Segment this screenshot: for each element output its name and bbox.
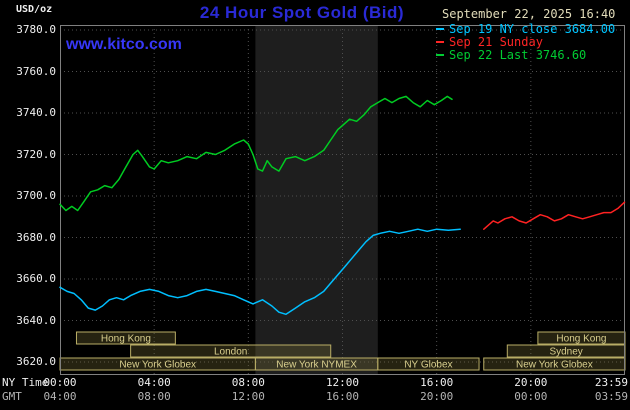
legend-color-dash-icon xyxy=(436,40,444,43)
x-axis-tick-label: 20:00 xyxy=(514,376,548,389)
session-bar-label: London xyxy=(214,347,247,358)
y-axis-tick-label: 3720.0 xyxy=(16,147,56,161)
plot-frame xyxy=(60,25,625,375)
y-axis-tick-label: 3660.0 xyxy=(16,272,56,285)
y-axis-tick-label: 3700.0 xyxy=(16,189,56,202)
session-bar xyxy=(377,357,480,371)
x-axis-tick-label: 04:00 xyxy=(137,376,171,389)
session-bar-label: New York Globex xyxy=(516,360,593,371)
x-axis-tick-label: 08:00 xyxy=(231,376,265,389)
y-axis-units-label: USD/oz xyxy=(16,4,53,15)
session-bar-label: Hong Kong xyxy=(556,334,606,345)
y-axis-tick-label: 3620.0 xyxy=(16,355,56,368)
x-axis-tick-label: 16:00 xyxy=(325,390,360,403)
legend-color-dash-icon xyxy=(436,53,444,56)
session-bar xyxy=(130,344,332,358)
session-bar-label: Sydney xyxy=(549,347,582,358)
chart-legend: Sep 19 NY close 3684.00 Sep 21 Sunday Sep … xyxy=(436,21,616,62)
legend-item: Sep 21 Sunday xyxy=(436,34,615,49)
legend-color-dash-icon xyxy=(436,27,444,30)
session-bar-label: NY Globex xyxy=(404,360,452,371)
legend-item: Sep 19 NY close 3684.00 xyxy=(436,21,616,36)
legend-item-label: Sep 21 Sunday xyxy=(449,34,543,49)
y-axis-tick-label: 3680.0 xyxy=(16,230,56,244)
series-line-sep-22-last xyxy=(59,95,453,212)
series-line-sep-21-sunday xyxy=(483,201,626,230)
y-axis-tick-label: 3780.0 xyxy=(16,23,56,36)
legend-item-label: Sep 22 Last 3746.60 xyxy=(449,47,587,62)
kitco-website-link[interactable]: www.kitco.com xyxy=(66,36,182,53)
legend-item: Sep 22 Last 3746.60 xyxy=(436,47,615,62)
x-axis-tick-label: 23:59 xyxy=(594,376,628,389)
x-axis-tick-label: 20:00 xyxy=(420,390,454,403)
session-bar-label: Hong Kong xyxy=(101,334,151,345)
nymex-session-band xyxy=(255,25,378,375)
x-axis-tick-label: 03:59 xyxy=(594,390,628,403)
session-bar xyxy=(75,331,176,345)
y-axis-tick-label: 3760.0 xyxy=(16,64,56,78)
x-axis-tick-label: 12:00 xyxy=(325,376,360,389)
legend-item-label: Sep 19 NY close 3684.00 xyxy=(449,21,616,36)
x-axis-tick-label: 12:00 xyxy=(231,390,265,403)
session-bar-label: New York Globex xyxy=(119,360,196,371)
chart-title: 24 Hour Spot Gold (Bid) xyxy=(199,3,405,22)
x-axis-tick-label: 00:00 xyxy=(43,376,77,389)
x-axis-tick-label: 08:00 xyxy=(137,390,171,403)
x-axis-row-label: GMT xyxy=(2,390,22,403)
series-line-sep-19-ny-close xyxy=(59,228,461,316)
y-axis-tick-label: 3740.0 xyxy=(16,106,56,119)
chart-timestamp: September 22, 2025 16:40 xyxy=(442,7,616,21)
x-axis-tick-label: 16:00 xyxy=(420,376,454,389)
x-axis-tick-label: 00:00 xyxy=(514,390,548,403)
y-axis-tick-label: 3640.0 xyxy=(16,313,56,327)
x-axis-tick-label: 04:00 xyxy=(43,390,77,403)
x-axis-row-label: NY Time xyxy=(2,376,49,389)
session-bar-label: New York NYMEX xyxy=(276,360,357,371)
